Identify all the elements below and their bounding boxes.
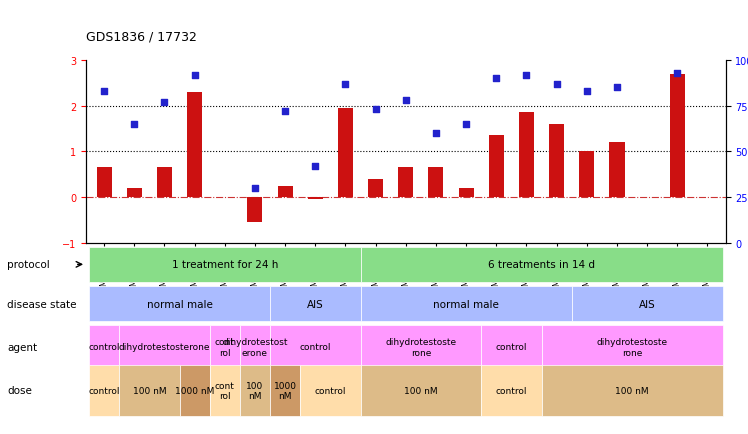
Point [159, 99, 171, 106]
Bar [459, 188, 473, 197]
FancyBboxPatch shape [361, 326, 481, 369]
FancyBboxPatch shape [542, 326, 723, 369]
FancyBboxPatch shape [89, 365, 119, 416]
Point [249, 185, 261, 192]
FancyBboxPatch shape [361, 365, 481, 416]
Text: 1000 nM: 1000 nM [175, 386, 215, 395]
Point [671, 70, 683, 77]
FancyBboxPatch shape [361, 247, 723, 283]
Bar [398, 168, 414, 197]
FancyBboxPatch shape [571, 286, 723, 321]
Text: dihydrotestost
erone: dihydrotestost erone [222, 338, 288, 357]
Point [460, 121, 472, 128]
FancyBboxPatch shape [180, 365, 209, 416]
Text: dihydrotestoste
rone: dihydrotestoste rone [385, 338, 456, 357]
Text: dose: dose [7, 386, 32, 395]
Bar [96, 168, 111, 197]
Text: 100 nM: 100 nM [404, 386, 438, 395]
Point [129, 121, 141, 128]
Text: agent: agent [7, 342, 37, 352]
Bar [248, 197, 263, 223]
Point [279, 108, 291, 115]
Text: control: control [496, 386, 527, 395]
FancyBboxPatch shape [209, 326, 240, 369]
FancyBboxPatch shape [300, 365, 361, 416]
Bar [488, 136, 504, 197]
Text: normal male: normal male [433, 299, 499, 309]
Text: dihydrotestoste
rone: dihydrotestoste rone [596, 338, 668, 357]
Text: 100 nM: 100 nM [615, 386, 649, 395]
FancyBboxPatch shape [89, 326, 119, 369]
Text: control: control [315, 386, 346, 395]
Text: control: control [299, 343, 331, 352]
Point [580, 88, 592, 95]
Point [611, 85, 623, 92]
Text: 1 treatment for 24 h: 1 treatment for 24 h [171, 260, 278, 270]
FancyBboxPatch shape [542, 365, 723, 416]
Bar [187, 93, 202, 197]
Point [399, 97, 411, 104]
Text: cont
rol: cont rol [215, 381, 235, 400]
Point [98, 88, 110, 95]
FancyBboxPatch shape [481, 326, 542, 369]
Bar [338, 108, 353, 197]
Text: control: control [88, 386, 120, 395]
Text: 100 nM: 100 nM [132, 386, 166, 395]
FancyBboxPatch shape [270, 326, 361, 369]
Text: 6 treatments in 14 d: 6 treatments in 14 d [488, 260, 595, 270]
FancyBboxPatch shape [481, 365, 542, 416]
Text: disease state: disease state [7, 299, 77, 309]
Bar [307, 197, 323, 200]
Point [370, 106, 381, 113]
Point [490, 76, 502, 82]
FancyBboxPatch shape [361, 286, 571, 321]
FancyBboxPatch shape [89, 247, 361, 283]
Bar [549, 125, 564, 197]
FancyBboxPatch shape [89, 286, 270, 321]
Bar [579, 152, 595, 197]
Point [521, 72, 533, 79]
Bar [669, 74, 685, 197]
Bar [610, 143, 625, 197]
Text: GDS1836 / 17732: GDS1836 / 17732 [86, 30, 197, 43]
Point [310, 163, 322, 170]
Text: control: control [496, 343, 527, 352]
FancyBboxPatch shape [270, 286, 361, 321]
FancyBboxPatch shape [209, 365, 240, 416]
Point [430, 130, 442, 137]
Text: control: control [88, 343, 120, 352]
Bar [368, 179, 383, 197]
Text: normal male: normal male [147, 299, 212, 309]
Bar [157, 168, 172, 197]
FancyBboxPatch shape [240, 365, 270, 416]
Text: AIS: AIS [307, 299, 324, 309]
Text: cont
rol: cont rol [215, 338, 235, 357]
Point [551, 81, 562, 88]
FancyBboxPatch shape [240, 326, 270, 369]
Point [340, 81, 352, 88]
Bar [429, 168, 444, 197]
FancyBboxPatch shape [119, 365, 180, 416]
Text: 1000
nM: 1000 nM [274, 381, 297, 400]
FancyBboxPatch shape [119, 326, 209, 369]
Text: dihydrotestosterone: dihydrotestosterone [119, 343, 210, 352]
Text: protocol: protocol [7, 260, 50, 270]
Bar [519, 113, 534, 197]
Point [188, 72, 200, 79]
Bar [278, 186, 292, 197]
Bar [126, 188, 142, 197]
Text: AIS: AIS [639, 299, 655, 309]
Text: 100
nM: 100 nM [246, 381, 263, 400]
FancyBboxPatch shape [270, 365, 300, 416]
